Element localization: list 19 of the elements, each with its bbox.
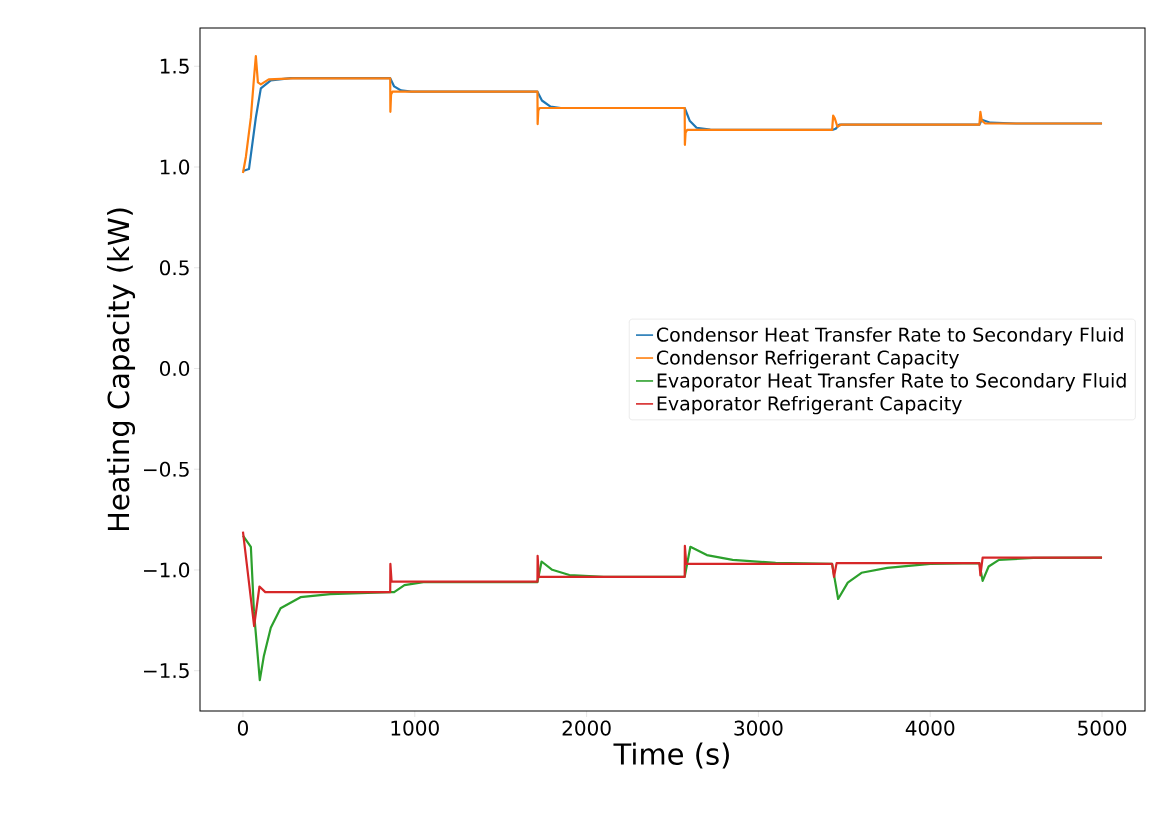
legend-label: Condensor Heat Transfer Rate to Secondary Fluid bbox=[656, 327, 1123, 346]
y-tick-label: 1.0 bbox=[160, 159, 190, 175]
legend-label: Evaporator Refrigerant Capacity bbox=[657, 395, 962, 415]
x-tick-label: 1000 bbox=[391, 720, 439, 736]
y-axis-title: Heating Capacity (kW) bbox=[106, 208, 136, 531]
y-tick-label: 1.5 bbox=[160, 58, 189, 74]
x-tick-label: 5000 bbox=[1078, 720, 1127, 736]
y-tick-label: −0.5 bbox=[144, 461, 189, 477]
y-tick-label: −1.5 bbox=[144, 663, 189, 679]
y-tick-label: 0.5 bbox=[159, 260, 189, 276]
x-tick-label: 2000 bbox=[562, 720, 611, 736]
legend-label: Evaporator Heat Transfer Rate to Secondary Fluid bbox=[657, 373, 1126, 392]
x-axis-title: Time (s) bbox=[613, 742, 729, 769]
y-tick-label: −1.0 bbox=[144, 562, 190, 578]
legend-label: Condensor Refrigerant Capacity bbox=[656, 350, 960, 369]
x-tick-label: 0 bbox=[237, 720, 248, 736]
x-tick-label: 3000 bbox=[734, 720, 783, 736]
y-tick-label: 0.0 bbox=[159, 360, 190, 377]
x-tick-label: 4000 bbox=[905, 720, 955, 736]
